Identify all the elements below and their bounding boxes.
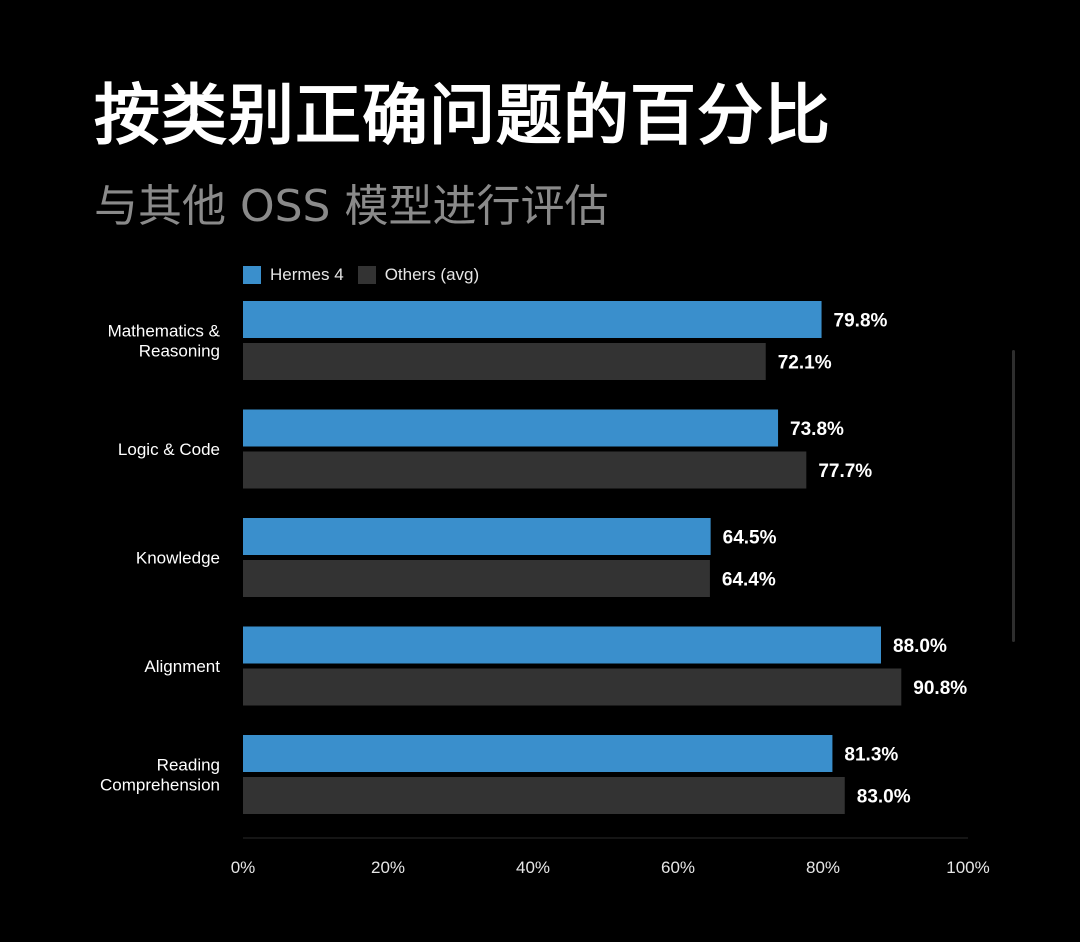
bar-others-avg-alignment	[243, 668, 902, 706]
category-label-mathematics-reasoning-line-1: Mathematics &	[108, 322, 221, 341]
chart-subtitle: 与其他 OSS 模型进行评估	[94, 181, 609, 232]
data-label-hermes-4-alignment: 88.0%	[893, 636, 947, 657]
category-label-mathematics-reasoning-line-2: Reasoning	[139, 342, 220, 361]
data-label-hermes-4-logic-code: 73.8%	[790, 419, 844, 440]
legend-item-others: Others (avg)	[357, 265, 480, 285]
category-label-alignment: Alignment	[144, 657, 220, 676]
bar-hermes-4-logic-code	[243, 409, 779, 447]
category-label-reading-comprehension-line-1: Reading	[157, 756, 220, 775]
x-tick-label-0: 0%	[231, 858, 256, 877]
legend-item-hermes: Hermes 4	[243, 265, 344, 285]
x-tick-label-40: 40%	[516, 858, 550, 877]
data-label-hermes-4-knowledge: 64.5%	[723, 528, 777, 549]
data-label-others-avg-logic-code: 77.7%	[818, 461, 872, 482]
legend-swatch-hermes	[243, 266, 261, 284]
legend-label-others: Others (avg)	[384, 265, 480, 284]
category-label-knowledge: Knowledge	[136, 549, 220, 568]
data-label-hermes-4-reading-comprehension: 81.3%	[844, 745, 898, 766]
bar-hermes-4-mathematics-reasoning	[243, 301, 822, 338]
bar-others-avg-mathematics-reasoning	[243, 343, 766, 380]
category-label-logic-code: Logic & Code	[118, 440, 220, 459]
x-tick-label-80: 80%	[806, 858, 840, 877]
x-tick-label-100: 100%	[946, 858, 989, 877]
data-label-others-avg-knowledge: 64.4%	[722, 570, 776, 591]
legend-swatch-others	[357, 266, 376, 284]
bar-hermes-4-knowledge	[243, 518, 711, 555]
bar-hermes-4-reading-comprehension	[243, 735, 833, 772]
legend-label-hermes: Hermes 4	[270, 265, 344, 284]
scroll-indicator	[1012, 350, 1015, 642]
legend: Hermes 4 Others (avg)	[243, 265, 493, 285]
data-label-others-avg-mathematics-reasoning: 72.1%	[778, 353, 832, 374]
bar-others-avg-knowledge	[243, 560, 710, 597]
data-label-hermes-4-mathematics-reasoning: 79.8%	[834, 311, 888, 332]
x-tick-label-60: 60%	[661, 858, 695, 877]
bar-hermes-4-alignment	[243, 626, 881, 664]
bar-others-avg-reading-comprehension	[243, 777, 845, 814]
data-label-others-avg-alignment: 90.8%	[913, 678, 967, 699]
bar-others-avg-logic-code	[243, 451, 807, 489]
chart-title: 按类别正确问题的百分比	[94, 77, 831, 154]
category-label-reading-comprehension-line-2: Comprehension	[100, 776, 220, 795]
data-label-others-avg-reading-comprehension: 83.0%	[857, 787, 911, 808]
x-tick-label-20: 20%	[371, 858, 405, 877]
